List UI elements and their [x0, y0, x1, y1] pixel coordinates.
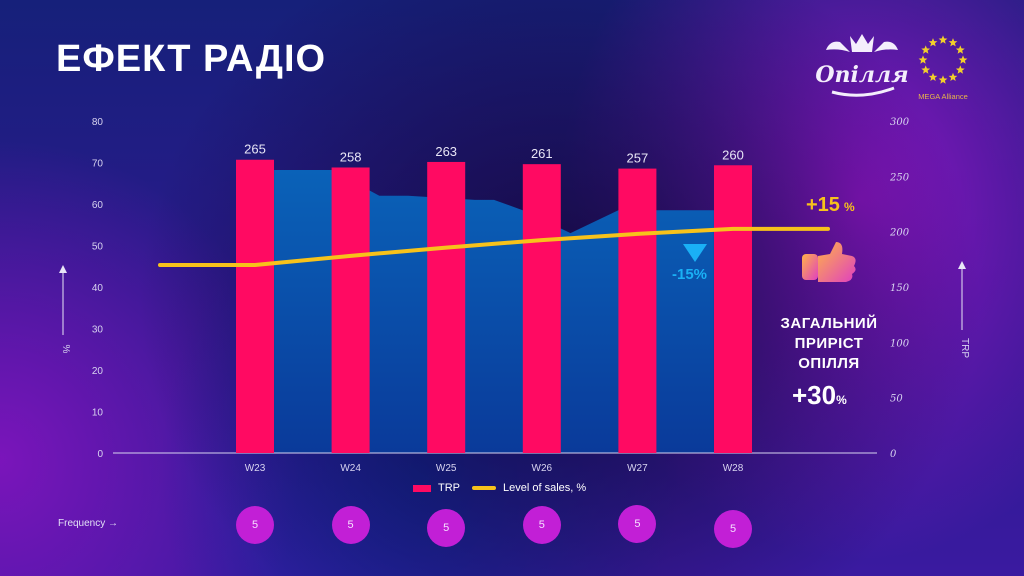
- frequency-bubble: 5: [618, 505, 657, 543]
- left-tick-label: 0: [97, 449, 103, 460]
- left-tick-label: 40: [92, 283, 104, 294]
- summary-value: +30%: [792, 380, 847, 411]
- frequency-bubble: 5: [522, 506, 561, 544]
- chart-legend: TRP Level of sales, %: [413, 482, 586, 494]
- trp-bar: [331, 167, 370, 454]
- frequency-bubble: 5: [236, 506, 274, 544]
- x-tick-label: W23: [245, 463, 266, 474]
- right-tick-label: 0: [890, 449, 897, 460]
- sales-growth-value: +15: [806, 194, 840, 216]
- stars-ring-icon: [918, 35, 968, 84]
- x-tick-label: W25: [436, 463, 457, 474]
- right-axis-arrow: [958, 261, 966, 330]
- star-icon: [921, 65, 931, 74]
- trp-bar-value-label: 261: [531, 146, 553, 161]
- legend-sales-swatch: [472, 486, 496, 490]
- frequency-bubble: 5: [331, 506, 370, 544]
- trp-bar: [427, 161, 466, 454]
- frequency-bubble: 5: [714, 510, 752, 548]
- right-tick-label: 300: [890, 117, 910, 128]
- star-icon: [918, 55, 928, 64]
- right-axis-label: TRP: [959, 338, 970, 358]
- trp-bar-value-label: 260: [722, 147, 744, 162]
- star-icon: [958, 55, 968, 64]
- background-area: [274, 170, 714, 453]
- x-tick-label: W24: [340, 463, 361, 474]
- star-icon: [928, 72, 938, 81]
- trp-bar-value-label: 265: [244, 142, 266, 157]
- frequency-bubble: 5: [427, 509, 466, 547]
- trp-bar: [522, 164, 561, 453]
- sales-growth-unit: %: [843, 200, 855, 214]
- left-tick-label: 20: [92, 366, 104, 377]
- summary-value-number: +30: [792, 380, 837, 410]
- sales-growth-annotation: +15%: [806, 194, 855, 217]
- sales-line: [158, 226, 830, 267]
- right-tick-label: 200: [889, 228, 910, 239]
- trp-bar: [236, 159, 274, 453]
- down-triangle-icon: [683, 244, 707, 262]
- right-tick-label: 150: [890, 283, 910, 294]
- left-tick-label: 60: [92, 200, 104, 211]
- left-tick-label: 50: [92, 242, 104, 253]
- summary-line-1: ЗАГАЛЬНИЙ: [780, 315, 878, 332]
- summary-block: ЗАГАЛЬНИЙ ПРИРІСТ ОПІЛЛЯ: [768, 314, 890, 374]
- left-tick-label: 70: [92, 159, 104, 170]
- left-axis-label: %: [60, 345, 71, 354]
- star-icon: [921, 45, 931, 54]
- star-icon: [938, 35, 948, 44]
- star-icon: [928, 38, 938, 47]
- summary-line-2: ПРИРІСТ: [794, 335, 864, 352]
- mega-alliance-logo: MEGA Alliance: [912, 30, 974, 105]
- left-tick-label: 80: [92, 117, 104, 128]
- summary-line-3: ОПІЛЛЯ: [798, 355, 860, 372]
- opillia-logo: Опілля: [812, 30, 912, 105]
- summary-value-unit: %: [836, 393, 847, 407]
- left-tick-label: 10: [92, 408, 104, 419]
- opillia-logo-text: Опілля: [815, 62, 908, 88]
- right-tick-label: 250: [889, 172, 910, 183]
- frequency-label-text: Frequency: [58, 518, 106, 529]
- x-tick-label: W27: [627, 463, 648, 474]
- star-icon: [938, 75, 948, 84]
- thumbs-up-icon: [800, 240, 860, 290]
- left-axis-arrow: [59, 265, 67, 335]
- right-tick-label: 100: [890, 338, 910, 349]
- legend-sales-label: Level of sales, %: [503, 482, 587, 494]
- x-tick-label: W26: [532, 463, 553, 474]
- trp-bar: [714, 165, 752, 453]
- star-icon: [948, 38, 958, 47]
- trp-bar-value-label: 258: [340, 149, 362, 164]
- legend-trp-label: TRP: [438, 482, 460, 494]
- mega-alliance-text: MEGA Alliance: [918, 92, 968, 101]
- trp-bar: [618, 168, 657, 453]
- trp-bar-value-label: 257: [627, 151, 649, 166]
- left-tick-label: 30: [92, 325, 104, 336]
- star-icon: [948, 72, 958, 81]
- area-drop-annotation: -15%: [672, 266, 708, 283]
- legend-trp-swatch: [413, 484, 431, 492]
- frequency-label: Frequency →: [58, 518, 118, 529]
- trp-bar-value-label: 263: [435, 144, 457, 159]
- right-tick-label: 50: [890, 394, 903, 405]
- arrow-right-icon: →: [108, 518, 119, 529]
- page-title: ЕФЕКТ РАДІО: [56, 38, 327, 80]
- x-tick-label: W28: [723, 463, 744, 474]
- star-icon: [955, 45, 965, 54]
- star-icon: [955, 65, 965, 74]
